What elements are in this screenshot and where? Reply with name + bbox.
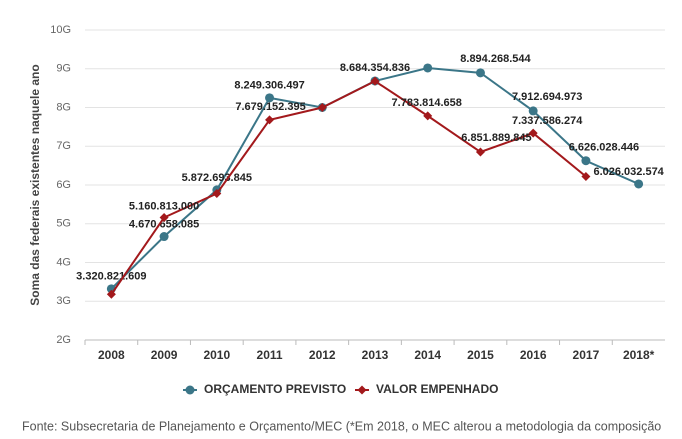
data-label: 5.160.813.000: [129, 200, 199, 212]
y-tick-label: 5G: [56, 218, 71, 230]
x-tick-label: 2017: [573, 348, 600, 362]
data-label: 7.679.152.395: [235, 101, 305, 113]
point: [159, 232, 169, 242]
point: [475, 147, 485, 157]
data-label: 7.337.586.274: [512, 115, 583, 127]
x-tick-label: 2013: [362, 348, 389, 362]
data-label: 6.851.889.845: [461, 132, 531, 144]
y-tick-label: 10G: [50, 24, 71, 36]
x-tick-label: 2015: [467, 348, 494, 362]
data-label: 3.320.821.609: [76, 271, 146, 283]
data-label: 6.626.028.446: [569, 142, 639, 154]
point: [159, 213, 169, 223]
point: [528, 128, 538, 138]
y-tick-label: 6G: [56, 179, 71, 191]
legend-label: ORÇAMENTO PREVISTO: [204, 382, 346, 396]
x-tick-label: 2011: [257, 348, 283, 362]
x-tick-label: 2018*: [623, 348, 655, 362]
data-label: 8.894.268.544: [460, 53, 531, 65]
y-tick-label: 7G: [56, 140, 71, 152]
data-label: 4.670.658.085: [129, 218, 199, 230]
data-label: 8.249.306.497: [234, 80, 304, 92]
data-label: 8.684.354.836: [340, 62, 410, 74]
point: [423, 111, 433, 121]
x-tick-label: 2014: [414, 348, 441, 362]
point: [581, 171, 591, 181]
y-tick-label: 4G: [56, 256, 71, 268]
point: [581, 156, 591, 166]
point: [370, 76, 380, 86]
data-label: 7.912.694.973: [512, 91, 582, 103]
y-tick-label: 2G: [56, 334, 71, 346]
x-tick-label: 2010: [203, 348, 230, 362]
point: [212, 189, 222, 199]
point: [265, 93, 275, 103]
point: [317, 103, 327, 112]
y-tick-label: 3G: [56, 295, 71, 307]
x-tick-label: 2008: [98, 348, 125, 362]
point: [265, 115, 275, 125]
y-tick-label: 8G: [56, 101, 71, 113]
point: [423, 63, 433, 73]
point: [106, 289, 116, 299]
data-label: 6.026.032.574: [593, 166, 664, 178]
x-tick-label: 2009: [151, 348, 178, 362]
series-line: [110, 79, 587, 295]
footer: Fonte: Subsecretaria de Planejamento e O…: [22, 419, 661, 433]
y-tick-label: 9G: [56, 63, 71, 75]
data-label: 7.783.814.658: [392, 97, 462, 109]
point: [528, 106, 538, 116]
x-tick-label: 2012: [309, 348, 336, 362]
legend-label: VALOR EMPENHADO: [376, 382, 498, 396]
y-axis-label: Soma das federais existentes naquele ano: [28, 64, 42, 305]
x-tick-label: 2016: [520, 348, 547, 362]
point: [634, 179, 644, 189]
point: [475, 68, 485, 78]
data-label: 5.872.693.845: [182, 172, 252, 184]
